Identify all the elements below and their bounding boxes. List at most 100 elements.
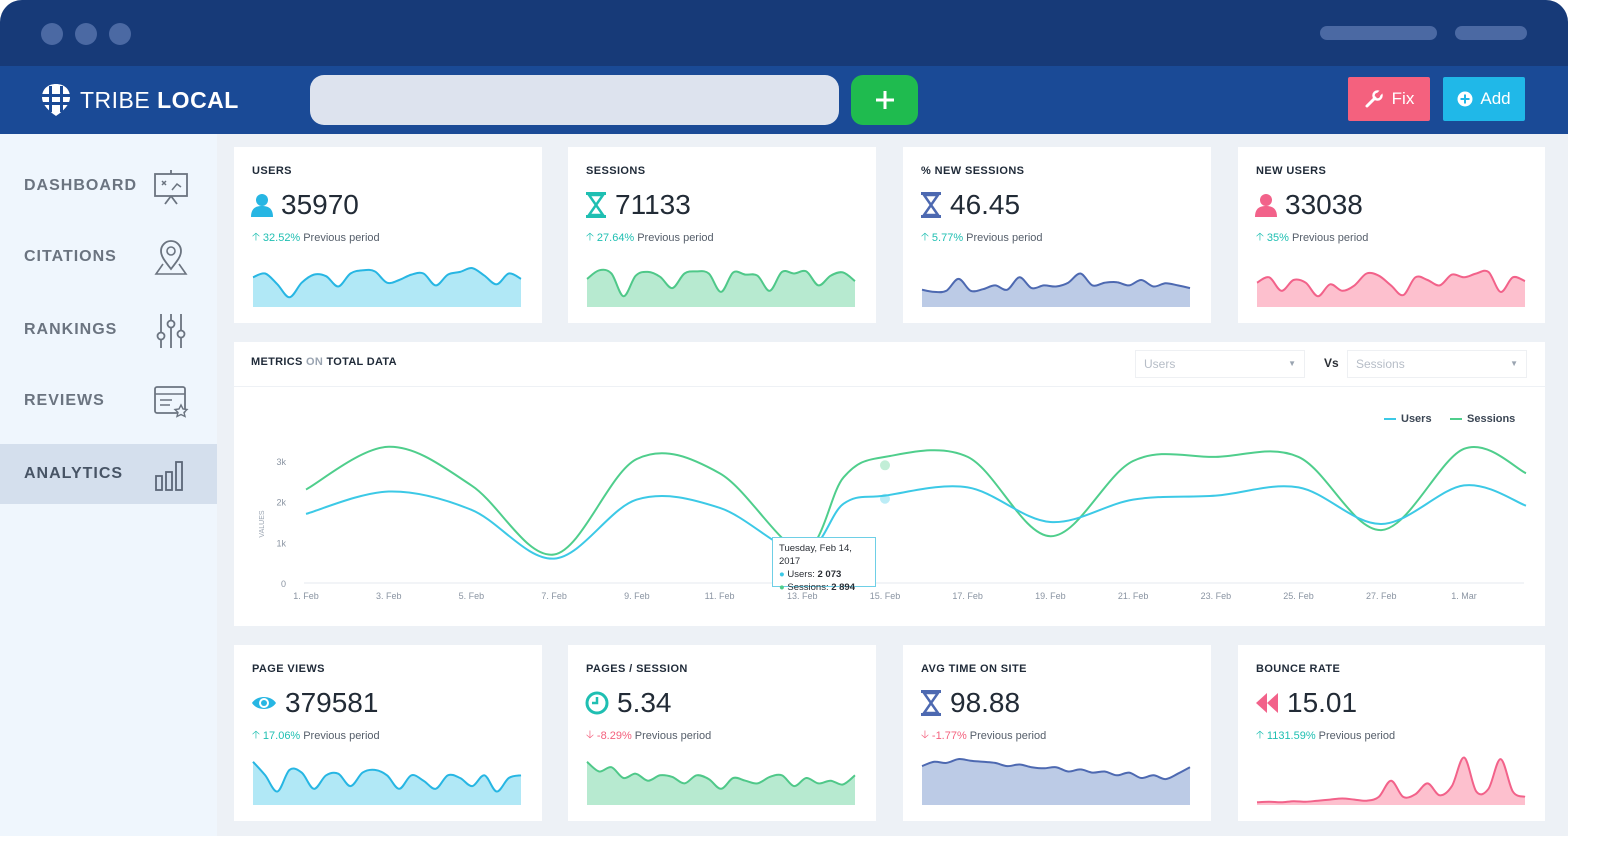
- x-tick-label: 1. Feb: [293, 591, 319, 601]
- stat-change-percent: 17.06%: [262, 729, 301, 742]
- sidebar-item-reviews[interactable]: REVIEWS: [0, 371, 217, 431]
- sidebar-item-label: CITATIONS: [24, 248, 117, 265]
- stat-title: PAGE VIEWS: [252, 663, 325, 675]
- metrics-title: METRICS ON TOTAL DATA: [251, 356, 397, 368]
- metric-b-select-value: Sessions: [1356, 357, 1405, 371]
- top-navigation-bar: TRIBE LOCAL Fix Add: [0, 66, 1568, 134]
- window-maximize-dot[interactable]: [109, 23, 131, 45]
- hourglass-icon: [921, 192, 941, 218]
- sidebar-item-label: ANALYTICS: [24, 465, 124, 482]
- metrics-panel: METRICS ON TOTAL DATA Users ▼ Vs Session…: [234, 342, 1545, 626]
- metric-a-select-value: Users: [1144, 357, 1176, 371]
- arrow-up-icon: 🡡: [252, 729, 260, 741]
- stat-change-label: Previous period: [1318, 729, 1396, 742]
- stat-card-users: USERS 35970 🡡 32.52% Previous period: [234, 147, 542, 323]
- x-tick-label: 19. Feb: [1035, 591, 1066, 601]
- stat-change: 🡡 1131.59% Previous period: [1256, 726, 1395, 745]
- stat-card-pages-per-session: PAGES / SESSION 5.34 🡣 -8.29% Previous per…: [568, 645, 876, 821]
- hover-point-sessions[interactable]: [879, 460, 890, 471]
- stat-title: SESSIONS: [586, 165, 646, 177]
- user-icon: [1255, 194, 1277, 217]
- sidebar-item-dashboard[interactable]: DASHBOARD: [0, 156, 217, 216]
- arrow-down-icon: 🡣: [586, 729, 594, 741]
- arrow-up-icon: 🡡: [252, 231, 260, 243]
- y-tick-label: 0: [281, 579, 286, 589]
- sidebar: DASHBOARD CITATIONS RANKINGS: [0, 134, 217, 836]
- stat-value: 98.88: [950, 687, 1021, 718]
- metric-a-select[interactable]: Users ▼: [1135, 350, 1305, 378]
- chevron-down-icon: ▼: [1510, 359, 1518, 368]
- y-tick-label: 1k: [276, 538, 286, 548]
- series-line-users[interactable]: [305, 484, 1527, 560]
- sparkline-line: [586, 268, 856, 298]
- stat-change-label: Previous period: [966, 231, 1043, 244]
- tooltip-sessions-label: Sessions:: [787, 582, 829, 593]
- chrome-placeholder-bar: [1455, 26, 1527, 40]
- sparkline-chart: [921, 272, 1191, 307]
- add-button[interactable]: Add: [1443, 77, 1525, 121]
- sparkline-chart: [586, 761, 856, 805]
- sidebar-item-label: RANKINGS: [24, 321, 118, 338]
- metric-b-select[interactable]: Sessions ▼: [1347, 350, 1527, 378]
- legend-item-users[interactable]: Users: [1384, 413, 1432, 425]
- stat-value: 46.45: [950, 189, 1021, 220]
- stat-card-new-sessions: % NEW SESSIONS 46.45 🡡 5.77% Previous peri…: [903, 147, 1211, 323]
- sidebar-item-label: DASHBOARD: [24, 177, 137, 194]
- stat-value: 35970: [281, 189, 359, 220]
- x-tick-label: 13. Feb: [787, 591, 818, 601]
- browser-window: TRIBE LOCAL Fix Add DASHBOARD: [0, 0, 1568, 836]
- x-tick-label: 21. Feb: [1118, 591, 1149, 601]
- add-new-button[interactable]: [851, 75, 918, 125]
- stat-change-label: Previous period: [969, 729, 1047, 742]
- stat-value: 71133: [615, 189, 691, 220]
- window-minimize-dot[interactable]: [75, 23, 97, 45]
- divider: [234, 386, 1545, 387]
- x-tick-label: 15. Feb: [870, 591, 901, 601]
- sparkline-chart: [586, 268, 856, 307]
- stat-change-percent: 32.52%: [262, 231, 301, 244]
- legend-item-sessions[interactable]: Sessions: [1450, 413, 1515, 425]
- sparkline-line: [252, 267, 522, 299]
- hover-point-users[interactable]: [879, 493, 890, 504]
- brand-logo[interactable]: TRIBE LOCAL: [40, 82, 239, 118]
- hourglass-icon: [921, 690, 941, 716]
- stat-card-bounce-rate: BOUNCE RATE 15.01 🡡 1131.59% Previous peri…: [1238, 645, 1545, 821]
- stat-change-label: Previous period: [637, 231, 714, 244]
- stat-card-sessions: SESSIONS 71133 🡡 27.64% Previous period: [568, 147, 876, 323]
- arrow-up-icon: 🡡: [921, 231, 929, 243]
- legend-label: Users: [1401, 413, 1432, 425]
- stat-change-percent: 35%: [1266, 231, 1289, 244]
- arrow-up-icon: 🡡: [586, 231, 594, 243]
- wrench-icon: [1365, 90, 1383, 108]
- sparkline-line: [921, 272, 1191, 294]
- sidebar-item-citations[interactable]: CITATIONS: [0, 227, 217, 287]
- window-close-dot[interactable]: [41, 23, 63, 45]
- tooltip-sessions-value: 2 894: [831, 582, 855, 593]
- brand-name-light: TRIBE: [80, 86, 151, 113]
- sidebar-item-label: REVIEWS: [24, 392, 105, 409]
- x-tick-label: 1. Mar: [1451, 591, 1477, 601]
- chart-tooltip: Tuesday, Feb 14, 2017 ● Users: 2 073 ● S…: [772, 537, 876, 593]
- stat-change: 🡡 27.64% Previous period: [586, 228, 714, 247]
- legend-label: Sessions: [1467, 413, 1516, 425]
- vs-label: Vs: [1324, 356, 1339, 370]
- stat-change: 🡡 35% Previous period: [1256, 228, 1368, 247]
- x-tick-label: 9. Feb: [624, 591, 650, 601]
- stat-change-label: Previous period: [303, 231, 380, 244]
- sidebar-item-analytics[interactable]: ANALYTICS: [0, 444, 217, 504]
- series-line-sessions[interactable]: [305, 445, 1527, 556]
- sidebar-item-rankings[interactable]: RANKINGS: [0, 300, 217, 360]
- arrow-up-icon: 🡡: [1256, 729, 1264, 741]
- fix-button[interactable]: Fix: [1348, 77, 1430, 121]
- window-chrome: [0, 0, 1568, 66]
- tooltip-date: Tuesday, Feb 14, 2017: [779, 543, 852, 567]
- tooltip-users-row: ● Users: 2 073: [779, 569, 842, 580]
- search-input[interactable]: [310, 75, 839, 125]
- x-tick-label: 23. Feb: [1201, 591, 1232, 601]
- x-tick-label: 27. Feb: [1366, 591, 1397, 601]
- sparkline-area: [587, 761, 855, 805]
- tooltip-users-label: Users:: [787, 569, 815, 580]
- x-tick-label: 25. Feb: [1283, 591, 1314, 601]
- rewind-icon: [1256, 693, 1278, 713]
- user-icon: [251, 194, 273, 217]
